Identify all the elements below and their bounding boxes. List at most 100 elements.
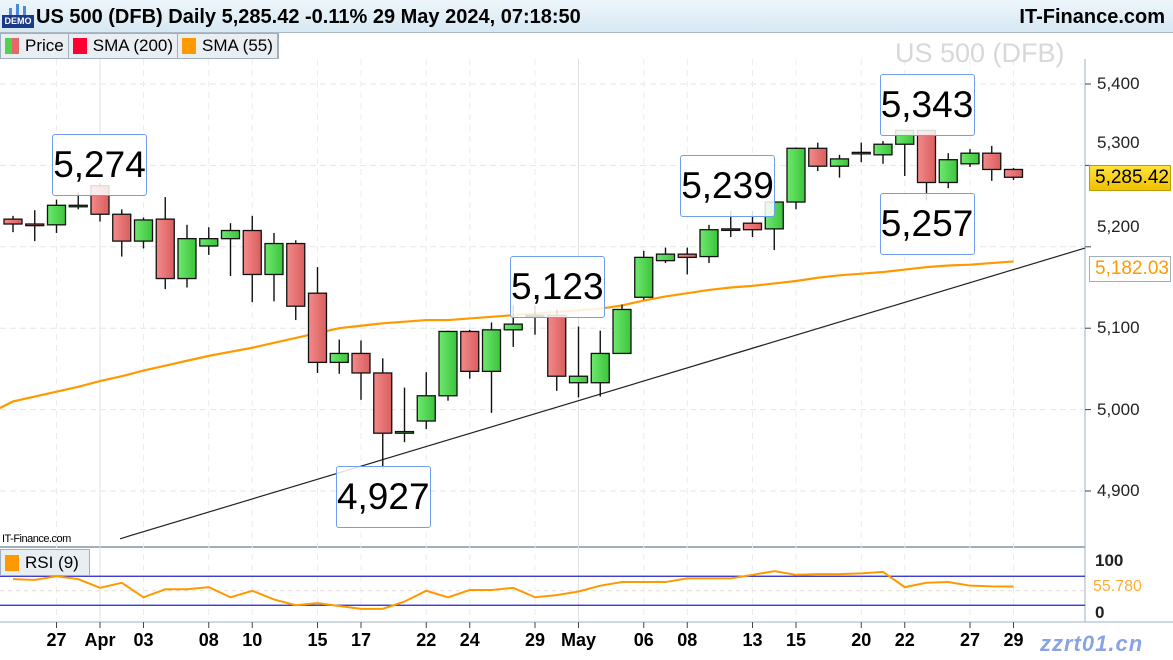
candle-up — [829, 158, 850, 167]
date-tick-label: 13 — [742, 630, 763, 650]
candle-down — [307, 292, 328, 364]
legend-price[interactable]: Price — [1, 34, 69, 58]
rsi-tick-0: 0 — [1095, 603, 1105, 622]
candle-down — [916, 129, 937, 184]
candle-down — [742, 222, 763, 231]
price-annotation: 5,123 — [509, 256, 605, 318]
candle-up — [568, 375, 589, 384]
candle-up — [329, 352, 349, 364]
candle-up — [220, 229, 241, 240]
candle-down — [242, 229, 262, 276]
date-tick-label: 29 — [524, 630, 546, 650]
date-tick-label: 29 — [1003, 630, 1024, 650]
candle-down — [3, 218, 23, 225]
rsi-legend[interactable]: RSI (9) — [0, 549, 90, 576]
legend-label: SMA (55) — [202, 36, 273, 55]
rsi-swatch — [5, 554, 19, 571]
candle-up — [503, 323, 523, 331]
legend-label: SMA (200) — [92, 36, 174, 55]
sma55-line — [0, 260, 1014, 409]
candle-up — [133, 219, 154, 242]
candle-up — [786, 147, 806, 203]
instrument-watermark: US 500 (DFB) — [895, 38, 1065, 68]
candle-up — [264, 242, 284, 276]
price-tick-label: 5,300 — [1097, 133, 1140, 153]
date-tick-label: 22 — [416, 630, 437, 650]
candle-up — [721, 228, 741, 232]
candle-down — [982, 152, 1002, 171]
demo-chart-icon: DEMO — [2, 4, 34, 29]
legend-sma200[interactable]: SMA (200) — [69, 34, 179, 58]
sma55-swatch — [182, 38, 197, 54]
candle-up — [851, 151, 871, 155]
candle-up — [68, 204, 88, 208]
price-swatch — [5, 38, 19, 54]
candle-up — [655, 253, 676, 262]
price-annotation: 4,927 — [335, 466, 431, 528]
date-tick-label: 08 — [677, 630, 698, 650]
price-annotation: 5,239 — [680, 155, 775, 217]
date-tick-label: 24 — [459, 630, 480, 650]
legend-label: Price — [25, 36, 64, 55]
candle-down — [351, 352, 371, 374]
rsi-value-label: 55.780 — [1093, 578, 1142, 595]
title-bar: DEMO US 500 (DFB) Daily 5,285.42 -0.11% … — [0, 0, 1173, 33]
date-tick-label: 22 — [894, 630, 915, 650]
candle-up — [46, 204, 67, 226]
candle-up — [199, 238, 219, 247]
source-label: IT-Finance.com — [2, 533, 71, 545]
legend: Price SMA (200) SMA (55) — [0, 33, 279, 59]
price-tick-label: 5,100 — [1097, 318, 1140, 338]
candle-up — [699, 229, 719, 258]
last-price-tag: 5,285.42 — [1089, 165, 1171, 191]
price-tick-label: 5,200 — [1097, 216, 1140, 236]
price-annotation: 5,274 — [52, 134, 147, 196]
price-annotation: 5,257 — [879, 193, 975, 255]
candle-up — [873, 143, 893, 156]
date-tick-label: 03 — [133, 630, 154, 650]
candle-down — [155, 218, 175, 280]
date-tick-label: 10 — [242, 630, 263, 650]
date-tick-label: 15 — [785, 630, 807, 650]
candle-down — [373, 372, 393, 434]
candle-down — [460, 330, 480, 372]
demo-badge: DEMO — [2, 15, 34, 28]
bar-chart-icon — [9, 4, 26, 15]
rsi-label: RSI (9) — [25, 552, 79, 572]
candle-up — [394, 430, 415, 434]
candle-down — [547, 314, 567, 377]
rsi-line — [12, 570, 1014, 610]
site-name[interactable]: IT-Finance.com — [1019, 6, 1165, 28]
candle-up — [960, 152, 980, 165]
date-tick-label: May — [560, 630, 597, 650]
chart-title: US 500 (DFB) Daily 5,285.42 -0.11% 29 Ma… — [36, 6, 581, 28]
candle-up — [416, 395, 436, 422]
date-tick-label: 17 — [350, 630, 372, 650]
candle-up — [438, 330, 458, 397]
rsi-tick-100: 100 — [1095, 551, 1124, 570]
date-tick-label: 06 — [633, 630, 654, 650]
date-tick-label: 08 — [198, 630, 219, 650]
price-tick-label: 4,900 — [1097, 481, 1140, 500]
candle-up — [481, 329, 502, 372]
date-tick-label: 20 — [851, 630, 872, 650]
sma200-swatch — [72, 38, 87, 54]
candle-down — [286, 242, 306, 307]
candle-down — [112, 213, 132, 242]
candle-up — [177, 238, 197, 280]
overlay-watermark: zzrt01.cn — [1040, 631, 1144, 656]
date-tick-label: Apr — [84, 630, 116, 650]
candle-up — [590, 352, 610, 384]
date-tick-label: 27 — [46, 630, 67, 650]
sma55-value-tag: 5,182.03 — [1089, 256, 1171, 282]
price-tick-label: 5,400 — [1097, 74, 1140, 93]
date-tick-label: 27 — [959, 630, 981, 650]
candle-down — [808, 147, 828, 167]
candle-up — [612, 308, 632, 355]
candle-down — [1003, 168, 1024, 178]
date-tick-label: 15 — [307, 630, 328, 650]
candle-down — [25, 223, 45, 227]
candle-up — [634, 256, 654, 298]
legend-sma55[interactable]: SMA (55) — [178, 34, 278, 58]
